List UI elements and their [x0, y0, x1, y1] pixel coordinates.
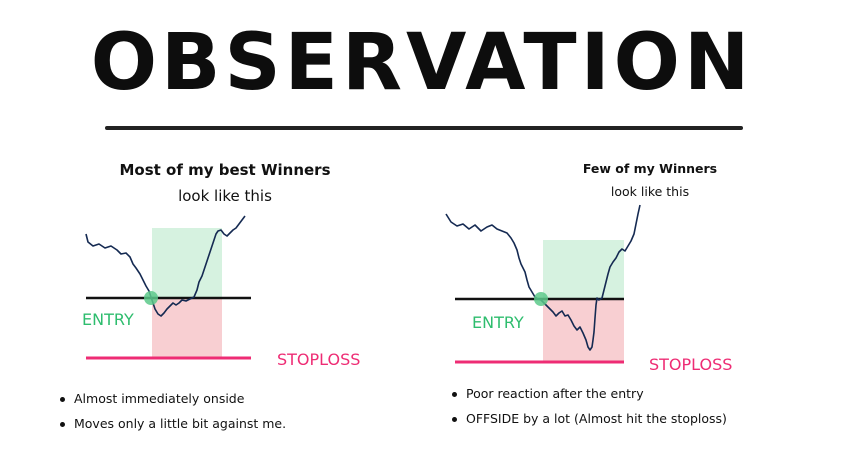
- right-caption-line1: Few of my Winners: [582, 161, 718, 176]
- right-entry-label: ENTRY: [472, 313, 524, 332]
- title-underline: [105, 126, 743, 130]
- right-stoploss-label: STOPLOSS: [649, 355, 732, 374]
- list-item: Almost immediately onside: [58, 386, 286, 411]
- right-profit-zone: [543, 240, 624, 299]
- page-title: OBSERVATION: [90, 18, 754, 108]
- list-item: Moves only a little bit against me.: [58, 411, 286, 436]
- left-loss-zone: [152, 298, 222, 358]
- left-trade-diagram: ENTRY STOPLOSS: [82, 215, 360, 369]
- left-stoploss-label: STOPLOSS: [277, 350, 360, 369]
- list-item: Poor reaction after the entry: [450, 381, 727, 406]
- left-caption-line2: look like this: [178, 187, 272, 205]
- right-trade-diagram: ENTRY STOPLOSS: [445, 204, 732, 374]
- left-caption: Most of my best Winners look like this: [100, 157, 350, 209]
- left-observations-list: Almost immediately onside Moves only a l…: [58, 386, 286, 436]
- right-caption-line2: look like this: [610, 184, 690, 199]
- list-item: OFFSIDE by a lot (Almost hit the stoplos…: [450, 406, 727, 431]
- left-price-line: [85, 215, 246, 317]
- right-price-line: [445, 204, 641, 351]
- right-loss-zone: [543, 299, 624, 362]
- left-entry-label: ENTRY: [82, 310, 134, 329]
- left-caption-line1: Most of my best Winners: [119, 161, 331, 179]
- right-entry-marker: [534, 292, 548, 306]
- left-profit-zone: [152, 228, 222, 298]
- left-entry-marker: [144, 291, 158, 305]
- right-observations-list: Poor reaction after the entry OFFSIDE by…: [450, 381, 727, 431]
- right-caption: Few of my Winners look like this: [560, 157, 740, 203]
